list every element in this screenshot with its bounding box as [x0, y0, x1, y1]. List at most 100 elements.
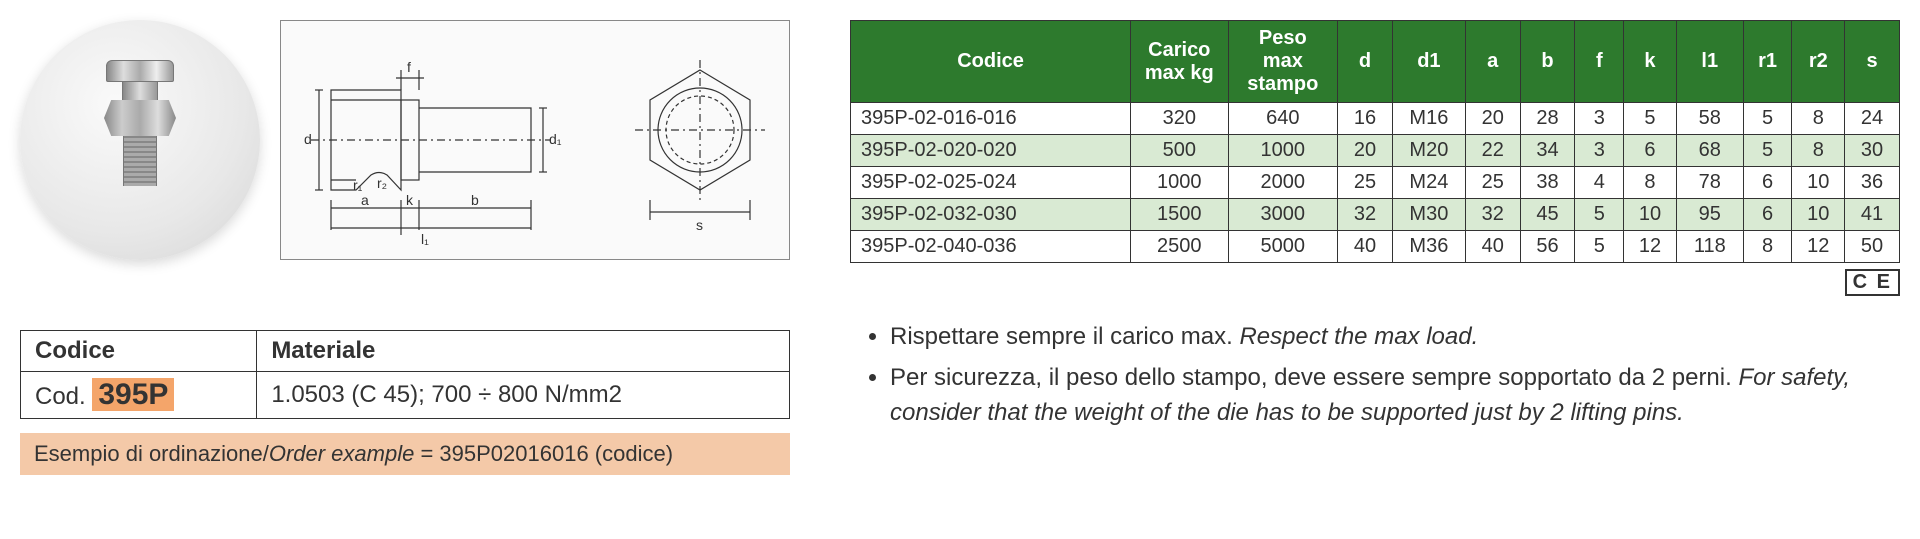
- dim-b-label: b: [471, 192, 479, 208]
- order-value: 395P02016016 (codice): [439, 441, 673, 466]
- table-row: 395P-02-025-0241000200025M24253848786103…: [851, 167, 1900, 199]
- table-cell: 45: [1520, 199, 1575, 231]
- material-header: Materiale: [257, 331, 790, 372]
- table-cell: 58: [1676, 103, 1743, 135]
- table-cell: 38: [1520, 167, 1575, 199]
- table-cell: 395P-02-040-036: [851, 231, 1131, 263]
- drawing-front-view: s: [630, 30, 770, 250]
- code-material-table: Codice Materiale Cod. 395P 1.0503 (C 45)…: [20, 330, 790, 419]
- left-column: f d d₁ r₁ r₂ a k b l₁: [20, 20, 790, 475]
- table-cell: 25: [1465, 167, 1520, 199]
- spec-header: d1: [1392, 21, 1465, 103]
- table-cell: 395P-02-016-016: [851, 103, 1131, 135]
- table-row: 395P-02-032-0301500300032M30324551095610…: [851, 199, 1900, 231]
- table-cell: 500: [1131, 135, 1228, 167]
- product-photo-circle: [20, 20, 260, 260]
- material-value: 1.0503 (C 45); 700 ÷ 800 N/mm2: [257, 372, 790, 419]
- table-cell: M16: [1392, 103, 1465, 135]
- table-cell: M30: [1392, 199, 1465, 231]
- order-label-it: Esempio di ordinazione: [34, 441, 263, 466]
- cod-prefix: Cod.: [35, 383, 92, 410]
- spec-header: Codice: [851, 21, 1131, 103]
- table-cell: 20: [1465, 103, 1520, 135]
- spec-header: b: [1520, 21, 1575, 103]
- table-cell: 12: [1624, 231, 1677, 263]
- table-cell: 4: [1575, 167, 1624, 199]
- note-it: Per sicurezza, il peso dello stampo, dev…: [890, 364, 1738, 391]
- table-cell: 22: [1465, 135, 1520, 167]
- ce-mark-row: C E: [850, 269, 1900, 296]
- table-cell: 41: [1845, 199, 1900, 231]
- table-cell: 8: [1792, 103, 1845, 135]
- table-cell: 8: [1624, 167, 1677, 199]
- dim-r2-label: r₂: [377, 175, 387, 191]
- table-cell: 5: [1624, 103, 1677, 135]
- notes-list: Rispettare sempre il carico max. Respect…: [850, 320, 1900, 430]
- table-cell: 1500: [1131, 199, 1228, 231]
- table-cell: M24: [1392, 167, 1465, 199]
- note-item: Per sicurezza, il peso dello stampo, dev…: [890, 361, 1900, 431]
- table-cell: 118: [1676, 231, 1743, 263]
- spec-header: d: [1338, 21, 1393, 103]
- dim-s-label: s: [696, 217, 703, 233]
- table-cell: 95: [1676, 199, 1743, 231]
- note-item: Rispettare sempre il carico max. Respect…: [890, 320, 1900, 355]
- table-cell: 12: [1792, 231, 1845, 263]
- table-cell: 40: [1338, 231, 1393, 263]
- drawing-side-view: f d d₁ r₁ r₂ a k b l₁: [301, 30, 611, 250]
- dim-k-label: k: [406, 192, 414, 208]
- dim-a-label: a: [361, 192, 369, 208]
- table-row: 395P-02-016-01632064016M16202835585824: [851, 103, 1900, 135]
- table-cell: 78: [1676, 167, 1743, 199]
- table-cell: 320: [1131, 103, 1228, 135]
- dim-d-label: d: [304, 131, 312, 147]
- table-cell: 395P-02-032-030: [851, 199, 1131, 231]
- spec-header: a: [1465, 21, 1520, 103]
- table-cell: 3: [1575, 135, 1624, 167]
- table-cell: 50: [1845, 231, 1900, 263]
- table-cell: 34: [1520, 135, 1575, 167]
- table-cell: 10: [1792, 167, 1845, 199]
- code-value-cell: Cod. 395P: [21, 372, 257, 419]
- table-cell: 30: [1845, 135, 1900, 167]
- table-cell: 1000: [1131, 167, 1228, 199]
- table-cell: 36: [1845, 167, 1900, 199]
- spec-header: Carico max kg: [1131, 21, 1228, 103]
- spec-table: CodiceCarico max kgPeso max stampodd1abf…: [850, 20, 1900, 263]
- table-cell: 2500: [1131, 231, 1228, 263]
- table-cell: 6: [1743, 167, 1792, 199]
- table-cell: 10: [1792, 199, 1845, 231]
- top-row: f d d₁ r₁ r₂ a k b l₁: [20, 20, 790, 260]
- dim-f-label: f: [407, 59, 411, 75]
- table-cell: 395P-02-020-020: [851, 135, 1131, 167]
- table-cell: 24: [1845, 103, 1900, 135]
- order-label-en: Order example: [269, 441, 415, 466]
- ce-mark-icon: C E: [1845, 269, 1900, 296]
- table-cell: 3: [1575, 103, 1624, 135]
- table-cell: 28: [1520, 103, 1575, 135]
- code-header: Codice: [21, 331, 257, 372]
- page-container: f d d₁ r₁ r₂ a k b l₁: [20, 20, 1900, 475]
- order-example: Esempio di ordinazione/Order example = 3…: [20, 433, 790, 475]
- table-cell: 640: [1228, 103, 1338, 135]
- table-cell: 5: [1743, 103, 1792, 135]
- note-it: Rispettare sempre il carico max.: [890, 323, 1239, 350]
- spec-header: Peso max stampo: [1228, 21, 1338, 103]
- spec-header: l1: [1676, 21, 1743, 103]
- table-cell: 20: [1338, 135, 1393, 167]
- dim-r1-label: r₁: [353, 177, 363, 193]
- table-cell: 8: [1792, 135, 1845, 167]
- table-cell: 1000: [1228, 135, 1338, 167]
- table-cell: 32: [1338, 199, 1393, 231]
- table-cell: 68: [1676, 135, 1743, 167]
- table-cell: 2000: [1228, 167, 1338, 199]
- table-row: 395P-02-040-0362500500040M36405651211881…: [851, 231, 1900, 263]
- table-cell: 56: [1520, 231, 1575, 263]
- table-cell: 3000: [1228, 199, 1338, 231]
- table-cell: M36: [1392, 231, 1465, 263]
- table-cell: 6: [1743, 199, 1792, 231]
- technical-drawing: f d d₁ r₁ r₂ a k b l₁: [280, 20, 790, 260]
- table-cell: 5: [1743, 135, 1792, 167]
- table-cell: 5000: [1228, 231, 1338, 263]
- spec-header: k: [1624, 21, 1677, 103]
